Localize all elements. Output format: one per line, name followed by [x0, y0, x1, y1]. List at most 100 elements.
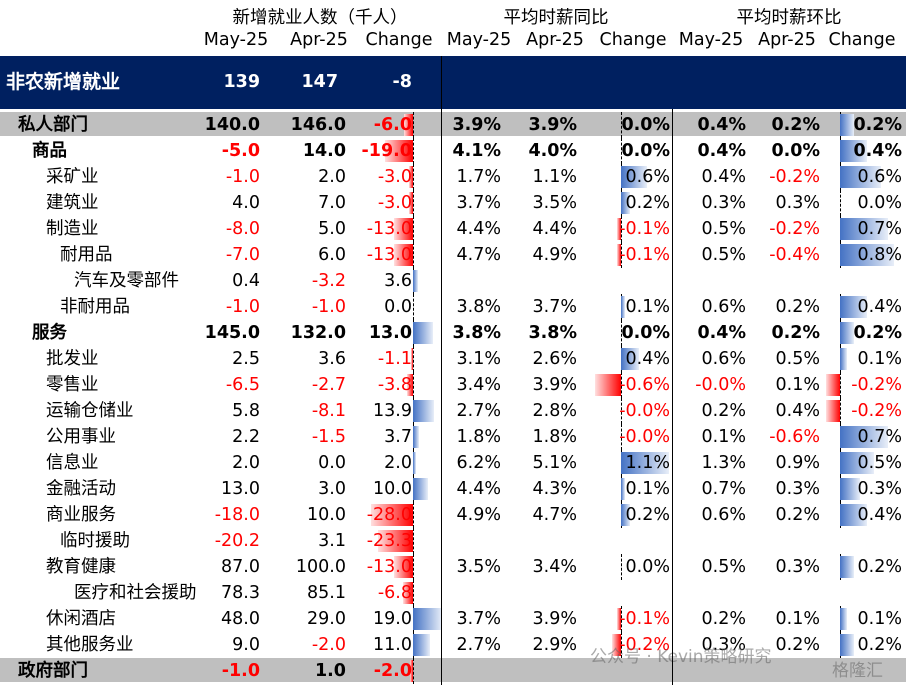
cell-e1: 2.2 — [232, 427, 260, 447]
data-bar — [621, 478, 626, 500]
cell-m2: 0.3% — [775, 557, 820, 577]
cell-y3: 0.6% — [625, 167, 670, 187]
data-bar — [840, 296, 868, 318]
cell-e3: -28.0 — [366, 505, 412, 525]
bar-axis — [621, 216, 622, 242]
header-group-mom: 平均时薪环比 — [736, 8, 842, 28]
cell-e2: -3.2 — [311, 271, 346, 291]
cell-m3: 0.0% — [857, 193, 902, 213]
row-label: 休闲酒店 — [46, 609, 116, 629]
table-row: 耐用品 -7.0 6.0 -13.0 4.7% 4.9% -0.1% 0.5% -0.4% 0.8… — [0, 242, 906, 268]
bar-axis — [621, 242, 622, 268]
cell-y1: 3.4% — [456, 375, 501, 395]
cell-e1: -6.5 — [225, 375, 260, 395]
row-label: 采矿业 — [46, 167, 99, 187]
cell-e1: 0.4 — [232, 271, 260, 291]
cell-y3: -0.1% — [619, 609, 670, 629]
cell-m3: 0.5% — [857, 453, 902, 473]
column-divider — [441, 56, 442, 685]
bar-axis — [621, 398, 622, 424]
cell-y2: 5.1% — [532, 453, 577, 473]
table-row: 服务 145.0 132.0 13.0 3.8% 3.8% 0.0% 0.4% 0.2% 0.2% — [0, 320, 906, 346]
table-row: 建筑业 4.0 7.0 -3.0 3.7% 3.5% 0.2% 0.3% 0.3% 0.0% — [0, 190, 906, 216]
cell-e1: -5.0 — [221, 141, 260, 161]
cell-e3: 2.0 — [384, 453, 412, 473]
cell-e2: 7.0 — [318, 193, 346, 213]
cell-m1: 0.5% — [701, 219, 746, 239]
data-bar — [840, 244, 895, 266]
cell-m3: 0.7% — [857, 219, 902, 239]
data-bar — [393, 218, 413, 240]
data-bar — [621, 504, 630, 526]
cell-e2: 14.0 — [302, 141, 346, 161]
cell-m2: -0.2% — [769, 167, 820, 187]
cell-m2: 0.1% — [775, 609, 820, 629]
cell-e3: -2.0 — [373, 661, 412, 681]
cell-m2: -0.6% — [769, 427, 820, 447]
cell-m1: 0.2% — [701, 401, 746, 421]
cell-e1: -20.2 — [214, 531, 260, 551]
column-header: Change — [365, 30, 433, 50]
data-bar — [371, 504, 413, 526]
data-bar — [393, 556, 413, 578]
cell-y3: -0.0% — [619, 401, 670, 421]
cell-e2: 5.0 — [318, 219, 346, 239]
cell-e1: 145.0 — [204, 323, 260, 343]
cell-m2: 0.2% — [771, 323, 820, 343]
row-label: 商品 — [32, 141, 67, 161]
row-label: 私人部门 — [18, 115, 88, 135]
cell-e1: -1.0 — [225, 167, 260, 187]
row-label: 商业服务 — [46, 505, 116, 525]
cell-e3: -19.0 — [361, 141, 412, 161]
cell-m2: 0.2% — [775, 635, 820, 655]
cell-m3: 0.4% — [857, 297, 902, 317]
data-bar — [408, 192, 413, 214]
cell-e1: -1.0 — [225, 297, 260, 317]
cell-m3: 0.1% — [857, 609, 902, 629]
row-label: 医疗和社会援助 — [74, 583, 197, 603]
data-bar — [840, 348, 847, 370]
row-label: 公用事业 — [46, 427, 116, 447]
cell-y1: 4.7% — [456, 245, 501, 265]
cell-e2: 10.0 — [307, 505, 346, 525]
nonfarm-row-right — [441, 56, 906, 109]
bar-axis — [413, 242, 414, 268]
cell-e2: 132.0 — [290, 323, 346, 343]
data-bar — [594, 374, 621, 396]
cell-m1: 0.4% — [701, 167, 746, 187]
cell-e2: 0.0 — [318, 453, 346, 473]
cell-m3: -0.2% — [851, 401, 902, 421]
bar-axis — [413, 580, 414, 606]
cell-m2: 0.2% — [775, 297, 820, 317]
table-row: 其他服务业 9.0 -2.0 11.0 2.7% 2.9% -0.2% 0.3% 0.2% 0.2… — [0, 632, 906, 658]
cell-e1: 140.0 — [204, 115, 260, 135]
table-row: 政府部门 -1.0 1.0 -2.0 — [0, 658, 906, 684]
nonfarm-may: 139 — [223, 72, 260, 92]
data-bar — [413, 270, 419, 292]
cell-m3: 0.1% — [857, 349, 902, 369]
cell-m2: 0.0% — [771, 141, 820, 161]
bar-axis — [621, 424, 622, 450]
data-bar — [840, 478, 861, 500]
cell-y1: 3.8% — [452, 323, 501, 343]
data-bar — [378, 530, 413, 552]
cell-e1: 2.5 — [232, 349, 260, 369]
cell-m2: 0.5% — [775, 349, 820, 369]
table-row: 私人部门 140.0 146.0 -6.0 3.9% 3.9% 0.0% 0.4% 0.2% 0.… — [0, 112, 906, 138]
data-bar — [404, 114, 413, 136]
cell-e3: -3.0 — [377, 167, 412, 187]
data-bar — [413, 400, 434, 422]
cell-e3: 3.6 — [384, 271, 412, 291]
data-bar — [413, 634, 430, 656]
cell-y2: 3.9% — [532, 375, 577, 395]
bar-axis — [621, 320, 622, 346]
data-bar — [413, 478, 428, 500]
data-bar — [840, 556, 854, 578]
column-header: Change — [828, 30, 896, 50]
watermark: 公众号 · Kevin策略研究 — [590, 647, 772, 667]
bar-axis — [413, 138, 414, 164]
data-bar — [840, 634, 854, 656]
cell-m1: 0.6% — [701, 297, 746, 317]
cell-m1: 0.6% — [701, 349, 746, 369]
cell-y1: 2.7% — [456, 635, 501, 655]
